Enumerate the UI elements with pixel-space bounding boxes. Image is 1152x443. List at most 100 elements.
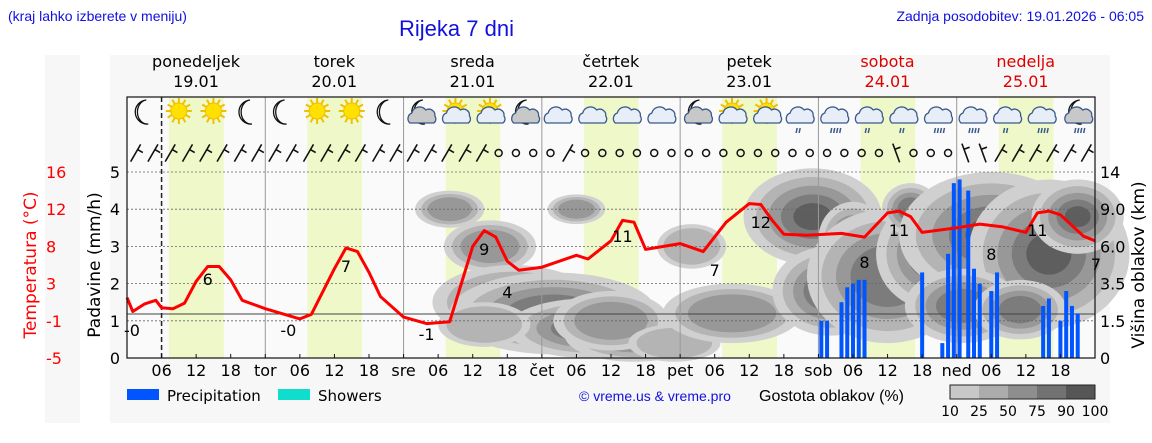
x-tick-label: 06	[705, 361, 725, 380]
cloud-height-tick: 3.5	[1100, 275, 1125, 294]
wind-calm-icon	[840, 148, 849, 158]
sun-cloud-icon	[441, 98, 472, 124]
cloud-rain-icon	[923, 106, 954, 134]
daylight-band	[169, 97, 224, 358]
x-tick-label: 12	[601, 361, 621, 380]
wind-calm-icon	[528, 148, 538, 158]
wind-barb-staff	[441, 143, 453, 163]
temperature-label: 7	[341, 257, 351, 276]
wind-calm-icon	[857, 148, 866, 158]
cloud-shape	[647, 106, 677, 124]
cloud-density-area	[427, 197, 472, 222]
sun-ray	[496, 103, 502, 108]
wind-barb-feather	[1001, 148, 1008, 154]
cloud-shape	[407, 106, 437, 124]
density-swatch	[1008, 385, 1037, 399]
sun-ray	[344, 99, 349, 105]
wind-barb-staff	[1011, 143, 1023, 163]
wind-calm-icon	[874, 148, 884, 158]
moon-shape	[272, 99, 287, 125]
density-swatch	[1037, 385, 1066, 399]
temperature-line	[125, 202, 1096, 326]
x-tick-label: sre	[391, 361, 415, 380]
wind-barb-staff	[1028, 143, 1041, 163]
wind-barb-staff	[961, 143, 970, 163]
sun-ray	[443, 103, 450, 108]
precipitation-bar	[977, 283, 982, 358]
day-name: sobota	[860, 52, 915, 71]
wind-barb-feather	[310, 148, 317, 154]
x-tick-label: 18	[912, 361, 932, 380]
moon-shape	[376, 99, 391, 125]
day-name: nedelja	[996, 52, 1056, 71]
sun-ray	[759, 99, 764, 105]
wind-barb-icon	[1011, 143, 1025, 163]
rain-drop	[838, 127, 842, 134]
wind-barb-icon	[994, 143, 1008, 163]
rain-drop	[798, 127, 801, 134]
wind-barb-feather	[1018, 148, 1025, 154]
wind-barb-feather	[240, 148, 247, 154]
precip-tick: 0	[110, 349, 120, 368]
day-header-1: ponedeljek 19.01	[127, 52, 265, 92]
temp-tick: 16	[46, 163, 66, 182]
precipitation-bar	[989, 291, 994, 358]
sun-ray	[305, 114, 311, 119]
sun-ray	[754, 103, 761, 108]
density-swatch	[1066, 385, 1095, 399]
x-tick-label: čet	[529, 361, 554, 380]
precip-tick: 5	[110, 163, 120, 182]
precipitation-bar	[1075, 313, 1080, 358]
wind-calm-icon	[615, 148, 624, 158]
sun-ray	[167, 103, 173, 108]
sun-icon	[200, 98, 227, 124]
cloud-rain-icon	[1027, 106, 1057, 134]
cloud-shape	[854, 106, 884, 124]
day-name: ponedeljek	[152, 52, 240, 71]
wind-barb-icon	[320, 143, 334, 163]
temperature-label: 8	[986, 245, 996, 264]
x-tick-label: 12	[877, 361, 897, 380]
sun-icon	[165, 98, 192, 124]
sun-ray	[171, 117, 176, 123]
wind-calm-icon	[546, 148, 555, 158]
wind-barb-feather	[1070, 148, 1077, 154]
rain-drop	[832, 127, 836, 134]
wind-barb-staff	[320, 143, 332, 163]
precipitation-bar	[819, 320, 824, 358]
rain-drop	[1043, 127, 1046, 134]
cloud-rain-light-icon	[993, 106, 1023, 134]
sun-ray	[358, 103, 364, 108]
wind-barb-staff	[562, 143, 574, 163]
wind-barb-staff	[389, 143, 401, 163]
day-header-2: torek 20.01	[265, 52, 403, 92]
wind-calm-icon	[822, 148, 832, 158]
wind-barb-feather	[258, 148, 265, 154]
wind-calm-icon	[909, 148, 918, 158]
rain-drop	[1082, 127, 1086, 134]
cloud-rain-icon	[958, 106, 988, 134]
wind-barb-icon	[423, 143, 438, 163]
cloud-shape	[718, 106, 748, 124]
x-tick-label: 06	[981, 361, 1001, 380]
x-tick-label: ned	[942, 361, 972, 380]
wind-barb-icon	[458, 143, 472, 163]
sun-icon	[338, 98, 365, 124]
rain-drop	[974, 127, 977, 134]
cloud-shape	[578, 106, 608, 124]
temperature-label: 12	[751, 213, 771, 232]
wind-barb-icon	[441, 143, 455, 163]
cloud-density-area	[1064, 206, 1091, 228]
density-tick: 25	[970, 404, 988, 420]
day-name: četrtek	[582, 52, 640, 71]
temperature-axis-label: Temperatura (°C)	[21, 191, 41, 339]
density-tick: 75	[1028, 404, 1046, 420]
wind-barb-feather	[413, 148, 420, 154]
copyright-link[interactable]: © vreme.us & vreme.pro	[579, 388, 731, 404]
wind-barb-feather	[223, 148, 230, 154]
precip-tick: 4	[110, 200, 120, 219]
precipitation-bar	[1041, 305, 1046, 358]
sun-ray	[320, 99, 325, 105]
day-date: 25.01	[1002, 72, 1049, 91]
wind-barb-feather	[137, 148, 144, 154]
